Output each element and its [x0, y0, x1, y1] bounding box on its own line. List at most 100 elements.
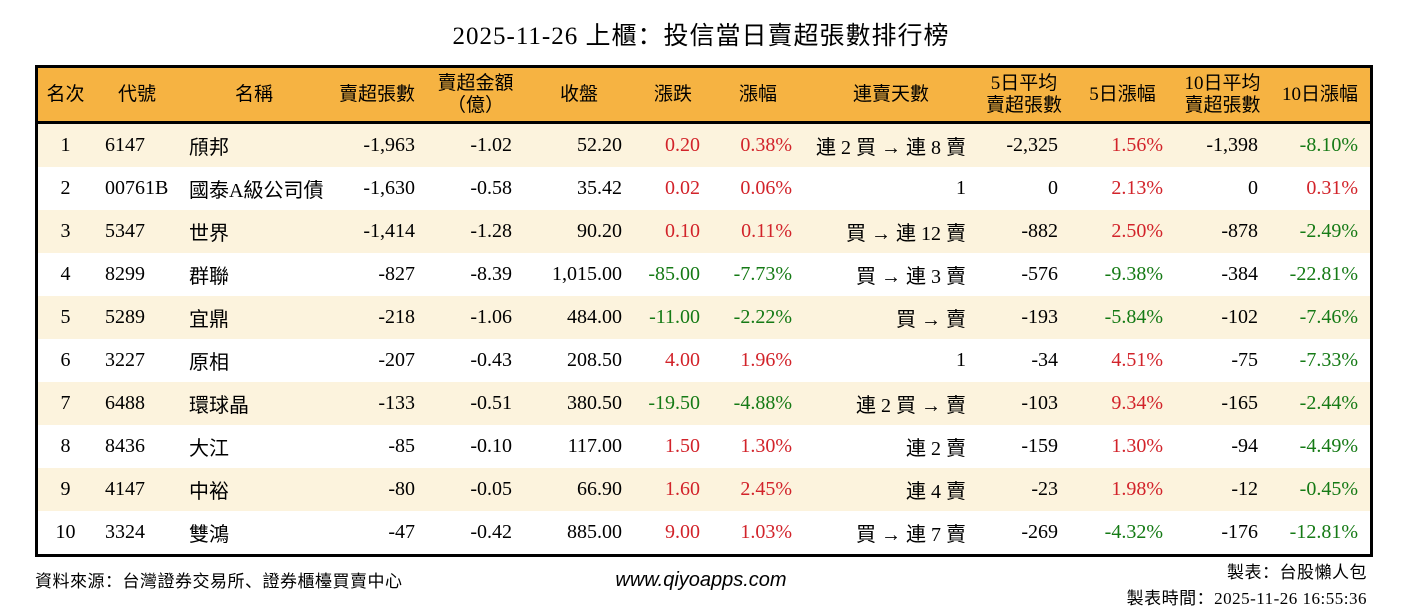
cell-close: 885.00	[524, 511, 634, 554]
cell-sell_amount: -0.42	[427, 511, 524, 554]
data-source: 資料來源：台灣證券交易所、證券櫃檯買賣中心	[35, 572, 403, 591]
cell-pct5: 1.98%	[1070, 468, 1175, 511]
column-header-pct10: 10日漲幅	[1270, 68, 1370, 124]
cell-avg10_qty: -165	[1175, 382, 1270, 425]
column-header-sell_amount: 賣超金額 （億）	[427, 68, 524, 124]
table-body: 1 6147 頎邦 -1,963 -1.02 52.20 0.20 0.38% 連 2 買 → …	[38, 124, 1370, 554]
cell-sell_qty: -47	[327, 511, 427, 554]
cell-streak: 連 4 賣	[804, 468, 978, 511]
cell-rank: 10	[38, 511, 93, 554]
cell-avg5_qty: -882	[978, 210, 1070, 253]
table-row: 6 3227 原相 -207 -0.43 208.50 4.00 1.96% 1 -34 4.51%…	[38, 339, 1370, 382]
cell-change_pct: -7.73%	[712, 253, 804, 296]
column-header-line: 代號	[117, 83, 156, 105]
column-header-line: 5日平均	[990, 72, 1058, 94]
cell-code: 00761B	[93, 167, 181, 210]
cell-change: 1.60	[634, 468, 712, 511]
cell-rank: 8	[38, 425, 93, 468]
cell-change_pct: 1.30%	[712, 425, 804, 468]
cell-avg10_qty: -12	[1175, 468, 1270, 511]
column-header-line: 賣超張數	[338, 83, 415, 105]
cell-sell_qty: -85	[327, 425, 427, 468]
cell-pct10: -7.33%	[1270, 339, 1370, 382]
cell-close: 208.50	[524, 339, 634, 382]
cell-streak: 連 2 買 → 賣	[804, 382, 978, 425]
cell-pct5: 1.56%	[1070, 124, 1175, 167]
cell-code: 5289	[93, 296, 181, 339]
cell-close: 117.00	[524, 425, 634, 468]
column-header-line: 10日平均	[1184, 72, 1261, 94]
column-header-line: 漲跌	[653, 83, 692, 105]
cell-streak: 連 2 買 → 連 8 賣	[804, 124, 978, 167]
cell-change_pct: -4.88%	[712, 382, 804, 425]
cell-pct5: 1.30%	[1070, 425, 1175, 468]
column-header-line: 賣超張數	[1184, 94, 1261, 116]
column-header-line: （億）	[446, 94, 504, 116]
cell-streak: 買 → 賣	[804, 296, 978, 339]
cell-name: 頎邦	[181, 124, 327, 167]
cell-name: 宜鼎	[181, 296, 327, 339]
table-row: 8 8436 大江 -85 -0.10 117.00 1.50 1.30% 連 2 賣 -159 1…	[38, 425, 1370, 468]
cell-sell_amount: -0.05	[427, 468, 524, 511]
cell-name: 中裕	[181, 468, 327, 511]
cell-name: 大江	[181, 425, 327, 468]
cell-change: 0.10	[634, 210, 712, 253]
cell-avg10_qty: -102	[1175, 296, 1270, 339]
column-header-rank: 名次	[38, 68, 93, 124]
cell-pct5: -5.84%	[1070, 296, 1175, 339]
cell-sell_qty: -218	[327, 296, 427, 339]
table-row: 3 5347 世界 -1,414 -1.28 90.20 0.10 0.11% 買 → 連 12…	[38, 210, 1370, 253]
maker-credit: 製表：台股懶人包	[1227, 563, 1367, 582]
cell-streak: 買 → 連 3 賣	[804, 253, 978, 296]
cell-rank: 9	[38, 468, 93, 511]
cell-sell_amount: -0.43	[427, 339, 524, 382]
column-header-line: 名稱	[234, 83, 273, 105]
cell-sell_amount: -1.06	[427, 296, 524, 339]
column-header-close: 收盤	[524, 68, 634, 124]
column-header-code: 代號	[93, 68, 181, 124]
generated-timestamp: 製表時間：2025-11-26 16:55:36	[1126, 589, 1367, 609]
cell-name: 原相	[181, 339, 327, 382]
table-row: 9 4147 中裕 -80 -0.05 66.90 1.60 2.45% 連 4 賣 -23 1.9…	[38, 468, 1370, 511]
cell-change_pct: 0.11%	[712, 210, 804, 253]
website-url: www.qiyoapps.com	[615, 569, 787, 591]
cell-change: 0.20	[634, 124, 712, 167]
column-header-change_pct: 漲幅	[712, 68, 804, 124]
cell-avg10_qty: 0	[1175, 167, 1270, 210]
cell-sell_amount: -1.28	[427, 210, 524, 253]
table-row: 10 3324 雙鴻 -47 -0.42 885.00 9.00 1.03% 買 → 連 7 賣…	[38, 511, 1370, 554]
cell-code: 3227	[93, 339, 181, 382]
cell-code: 4147	[93, 468, 181, 511]
cell-code: 6488	[93, 382, 181, 425]
cell-sell_amount: -1.02	[427, 124, 524, 167]
cell-rank: 3	[38, 210, 93, 253]
cell-avg10_qty: -878	[1175, 210, 1270, 253]
cell-change: -19.50	[634, 382, 712, 425]
cell-close: 380.50	[524, 382, 634, 425]
cell-avg5_qty: -103	[978, 382, 1070, 425]
cell-change: -85.00	[634, 253, 712, 296]
cell-avg5_qty: -2,325	[978, 124, 1070, 167]
column-header-avg5_qty: 5日平均 賣超張數	[978, 68, 1070, 124]
cell-name: 國泰A級公司債	[181, 167, 327, 210]
table-row: 5 5289 宜鼎 -218 -1.06 484.00 -11.00 -2.22% 買 → 賣-…	[38, 296, 1370, 339]
cell-avg10_qty: -75	[1175, 339, 1270, 382]
column-header-line: 收盤	[559, 83, 598, 105]
ranking-table: 名次 代號 名稱 賣超張數 賣超金額 （億） 收盤 漲跌 漲幅 連賣天數 5日平均 賣超張數 5日漲幅 1…	[35, 65, 1373, 557]
cell-close: 66.90	[524, 468, 634, 511]
column-header-line: 5日漲幅	[1089, 83, 1156, 105]
cell-streak: 1	[804, 339, 978, 382]
cell-close: 484.00	[524, 296, 634, 339]
cell-code: 8436	[93, 425, 181, 468]
cell-change_pct: 0.06%	[712, 167, 804, 210]
cell-sell_amount: -0.58	[427, 167, 524, 210]
cell-rank: 6	[38, 339, 93, 382]
cell-avg5_qty: 0	[978, 167, 1070, 210]
cell-pct10: -12.81%	[1270, 511, 1370, 554]
cell-pct10: -7.46%	[1270, 296, 1370, 339]
cell-change_pct: -2.22%	[712, 296, 804, 339]
cell-change_pct: 1.96%	[712, 339, 804, 382]
cell-rank: 5	[38, 296, 93, 339]
cell-rank: 7	[38, 382, 93, 425]
report-footer: 資料來源：台灣證券交易所、證券櫃檯買賣中心 www.qiyoapps.com 製…	[35, 557, 1367, 609]
